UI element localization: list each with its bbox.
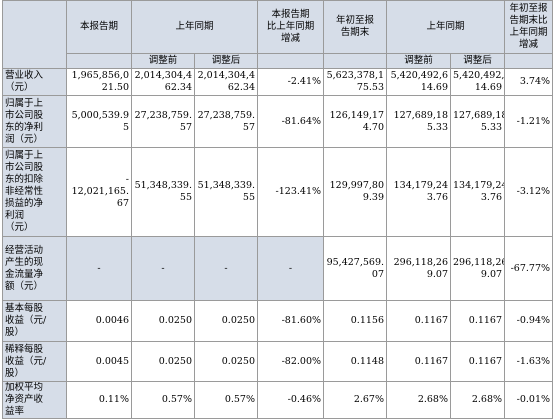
ytd-prior-after-value: 127,689,18 5.33 (450, 95, 506, 148)
table-row: 归属于上 市公司股 东的扣除 非经常性 损益的净 利润 （元） -12,021,165. 67… (2, 147, 554, 237)
header-row-top: 本报告期 上年同期 本报告期 比上年同期 增减 年初至报 告期末 上年同期 年初至报告… (2, 0, 554, 69)
ytd-change-value: 3.74% (504, 68, 554, 96)
ytd-prior-after-value: 296,118,26 9.07 (450, 236, 506, 301)
table-row: 稀释每股 收益（元/股） 0.0045 0.0250 0.0250 -82.00%… (2, 341, 554, 382)
header-blank-cell (2, 0, 67, 69)
ytd-value: 95,427,569. 07 (323, 236, 388, 301)
prior-before-value: 51,348,339. 55 (131, 147, 195, 237)
row-label: 基本每股 收益（元/股） (2, 300, 67, 342)
row-label: 稀释每股 收益（元/股） (2, 341, 67, 382)
yoy-change-value: -82.00% (257, 341, 325, 382)
header-before-adjust: 调整前 (131, 53, 195, 69)
row-label: 营业收入 （元） (2, 68, 67, 96)
yoy-change-value: - (257, 236, 325, 301)
header-ytd-before-adjust: 调整前 (386, 53, 452, 69)
current-value: 0.0045 (66, 341, 132, 382)
header-sub-blank (323, 53, 388, 69)
ytd-change-value: -0.01% (504, 381, 554, 419)
ytd-prior-before-value: 2.68% (386, 381, 452, 419)
ytd-value: 2.67% (323, 381, 388, 419)
prior-after-value: 2,014,304,4 62.34 (193, 68, 259, 96)
prior-before-value: 0.0250 (131, 341, 195, 382)
table-row: 营业收入 （元） 1,965,856,0 21.50 2,014,304,4 62.3… (2, 68, 554, 96)
current-value: - (66, 236, 132, 301)
ytd-prior-after-value: 2.68% (450, 381, 506, 419)
prior-before-value: 0.0250 (131, 300, 195, 342)
header-ytd-after-adjust: 调整后 (450, 53, 506, 69)
ytd-value: 0.1156 (323, 300, 388, 342)
prior-after-value: 27,238,759. 57 (193, 95, 259, 148)
prior-after-value: 51,348,339. 55 (193, 147, 259, 237)
row-label: 归属于上 市公司股 东的净利 润（元） (2, 95, 67, 148)
row-label: 归属于上 市公司股 东的扣除 非经常性 损益的净 利润 （元） (2, 147, 67, 237)
header-sub-blank (504, 53, 554, 69)
ytd-change-value: -1.21% (504, 95, 554, 148)
row-label: 经营活动 产生的现 金流量净 额（元） (2, 236, 67, 301)
prior-before-value: - (131, 236, 195, 301)
ytd-prior-before-value: 127,689,18 5.33 (386, 95, 452, 148)
current-value: 0.0046 (66, 300, 132, 342)
ytd-change-value: -1.63% (504, 341, 554, 382)
header-current-period: 本报告期 (66, 0, 132, 54)
prior-before-value: 2,014,304,4 62.34 (131, 68, 195, 96)
yoy-change-value: -81.64% (257, 95, 325, 148)
current-value: -12,021,165. 67 (66, 147, 132, 237)
yoy-change-value: -81.60% (257, 300, 325, 342)
ytd-prior-before-value: 296,118,26 9.07 (386, 236, 452, 301)
yoy-change-value: -0.46% (257, 381, 325, 419)
prior-before-value: 0.57% (131, 381, 195, 419)
ytd-prior-before-value: 0.1167 (386, 300, 452, 342)
ytd-prior-before-value: 5,420,492,6 14.69 (386, 68, 452, 96)
header-ytd-change: 年初至报 告期末比 上年同期 增减 (504, 0, 554, 54)
prior-after-value: 0.57% (193, 381, 259, 419)
header-sub-blank (66, 53, 132, 69)
header-row-sub: 调整前 调整后 调整前 调整后 (3, 53, 554, 69)
current-value: 0.11% (66, 381, 132, 419)
table-row: 经营活动 产生的现 金流量净 额（元） - - - - 95,427,569. 07 2… (2, 236, 554, 301)
header-sub-blank (257, 53, 325, 69)
table-row: 归属于上 市公司股 东的净利 润（元） 5,000,539.9 5 27,238,759… (2, 95, 554, 148)
prior-after-value: 0.0250 (193, 300, 259, 342)
header-prior-year-ytd: 上年同期 (386, 0, 506, 54)
header-after-adjust: 调整后 (193, 53, 259, 69)
yoy-change-value: -2.41% (257, 68, 325, 96)
ytd-change-value: -67.77% (504, 236, 554, 301)
ytd-change-value: -3.12% (504, 147, 554, 237)
prior-before-value: 27,238,759. 57 (131, 95, 195, 148)
ytd-value: 5,623,378,1 75.53 (323, 68, 388, 96)
ytd-prior-after-value: 134,179,24 3.76 (450, 147, 506, 237)
ytd-prior-after-value: 0.1167 (450, 300, 506, 342)
row-label: 加权平均 净资产收 益率 (2, 381, 67, 419)
table-row: 基本每股 收益（元/股） 0.0046 0.0250 0.0250 -81.60%… (2, 300, 554, 342)
ytd-value: 129,997,80 9.39 (323, 147, 388, 237)
ytd-value: 0.1148 (323, 341, 388, 382)
header-prior-year-period: 上年同期 (130, 0, 259, 54)
current-value: 1,965,856,0 21.50 (66, 68, 132, 96)
header-yoy-change: 本报告期 比上年同期 增减 (257, 0, 325, 54)
header-ytd-current: 年初至报 告期末 (323, 0, 388, 54)
current-value: 5,000,539.9 5 (66, 95, 132, 148)
prior-after-value: - (193, 236, 259, 301)
ytd-change-value: -0.94% (504, 300, 554, 342)
ytd-prior-before-value: 134,179,24 3.76 (386, 147, 452, 237)
table-row: 加权平均 净资产收 益率 0.11% 0.57% 0.57% -0.46% 2.67… (2, 381, 554, 419)
ytd-value: 126,149,17 4.70 (323, 95, 388, 148)
ytd-prior-after-value: 0.1167 (450, 341, 506, 382)
prior-after-value: 0.0250 (193, 341, 259, 382)
ytd-prior-before-value: 0.1167 (386, 341, 452, 382)
ytd-prior-after-value: 5,420,492,614.69 (450, 68, 506, 96)
yoy-change-value: -123.41% (257, 147, 325, 237)
